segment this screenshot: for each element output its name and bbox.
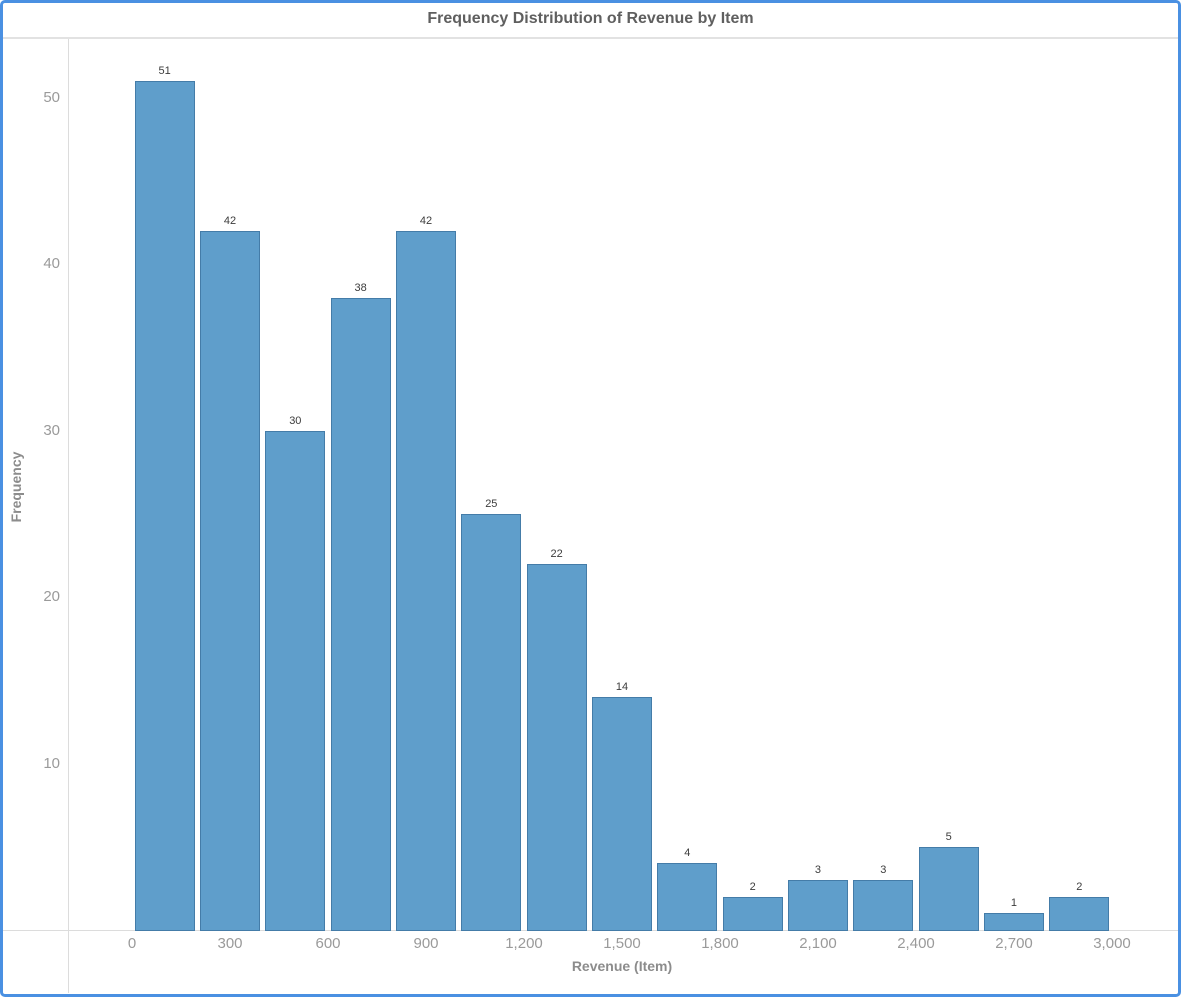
bar-value-label: 3: [880, 864, 887, 877]
histogram-bar[interactable]: [395, 231, 457, 931]
histogram-bar[interactable]: [526, 563, 587, 931]
bar-value-label: 3: [814, 864, 822, 877]
bar-value-label: 5: [945, 830, 952, 843]
x-axis-title: Revenue (Item): [571, 958, 673, 974]
x-tick-label: 2,100: [799, 935, 837, 952]
histogram-bar[interactable]: [918, 846, 979, 931]
x-tick-label: 600: [315, 935, 341, 952]
y-axis-title: Frequency: [8, 451, 24, 523]
histogram-bar[interactable]: [787, 880, 849, 931]
bar-value-label: 2: [1076, 880, 1083, 893]
y-tick-label: 30: [43, 421, 60, 439]
x-tick-label: 300: [217, 935, 243, 952]
x-axis-line: [3, 930, 1178, 931]
bar-value-label: 4: [684, 847, 691, 860]
chart-title-bar: Frequency Distribution of Revenue by Ite…: [3, 3, 1178, 37]
bar-value-label: 25: [485, 498, 498, 510]
histogram-bar[interactable]: [134, 81, 195, 931]
x-tick-label: 3,000: [1093, 935, 1131, 952]
y-tick-label: 40: [43, 255, 60, 273]
bar-value-label: 42: [223, 215, 237, 228]
histogram-bar[interactable]: [265, 430, 326, 931]
histogram-bar[interactable]: [591, 697, 653, 931]
histogram-bar[interactable]: [983, 913, 1045, 931]
histogram-bar[interactable]: [330, 297, 391, 931]
title-separator: [3, 37, 1178, 39]
x-tick-label: 0: [127, 935, 137, 952]
y-axis-line: [68, 39, 69, 993]
histogram-bar[interactable]: [461, 514, 522, 931]
x-tick-label: 1,500: [603, 935, 641, 952]
histogram-bar[interactable]: [657, 863, 718, 931]
y-tick-label: 50: [43, 89, 60, 106]
histogram-bar[interactable]: [199, 231, 261, 931]
x-tick-label: 2,400: [897, 935, 935, 952]
bar-value-label: 22: [550, 547, 563, 560]
bar-value-label: 30: [289, 414, 302, 427]
y-tick-label: 20: [43, 588, 60, 606]
x-tick-label: 900: [413, 935, 439, 952]
chart-title: Frequency Distribution of Revenue by Ite…: [427, 10, 754, 27]
y-tick-label: 10: [43, 754, 60, 772]
x-tick-label: 1,200: [505, 935, 543, 952]
x-tick-label: 2,700: [995, 935, 1033, 952]
histogram-bar[interactable]: [1049, 896, 1110, 931]
bar-value-label: 38: [354, 281, 367, 294]
bar-value-label: 51: [158, 65, 171, 78]
x-tick-label: 1,800: [701, 935, 739, 952]
bar-value-label: 2: [749, 880, 756, 893]
bar-value-label: 14: [615, 681, 629, 694]
bar-value-label: 1: [1010, 897, 1018, 910]
bar-value-label: 42: [419, 215, 433, 228]
histogram-bar[interactable]: [853, 880, 914, 931]
histogram-bar[interactable]: [722, 896, 783, 931]
